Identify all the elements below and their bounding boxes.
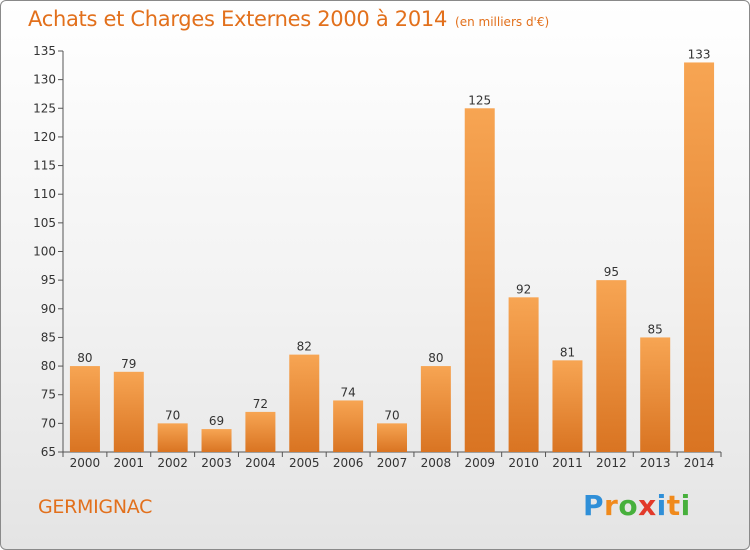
x-tick-label: 2003	[201, 456, 232, 470]
data-label-2010: 92	[516, 282, 531, 296]
logo-letter: r	[604, 489, 619, 522]
bar-2008	[420, 366, 451, 452]
chart-bars	[69, 62, 715, 453]
y-tick-label: 110	[33, 187, 56, 201]
bar-2009	[464, 108, 495, 453]
proxiti-logo: Proxiti	[583, 489, 691, 522]
x-tick-label: 2013	[640, 456, 671, 470]
data-label-2005: 82	[297, 340, 312, 354]
data-label-2002: 70	[165, 408, 180, 422]
chart-title-text: Achats et Charges Externes 2000 à 2014	[28, 7, 448, 31]
y-tick-label: 115	[33, 159, 56, 173]
bar-2014	[684, 62, 715, 452]
x-tick-label: 2009	[464, 456, 495, 470]
chart-subtitle: (en milliers d'€)	[455, 15, 550, 29]
data-label-2014: 133	[688, 47, 711, 61]
y-tick-label: 120	[33, 130, 56, 144]
logo-letter: o	[618, 489, 639, 522]
x-tick-label: 2010	[508, 456, 539, 470]
logo-letter: P	[583, 489, 605, 522]
y-tick-label: 95	[41, 273, 56, 287]
logo-letter: x	[638, 489, 657, 522]
logo-letter: i	[656, 489, 667, 522]
x-tick-label: 2011	[552, 456, 583, 470]
bar-2005	[289, 354, 320, 452]
x-tick-label: 2000	[70, 456, 101, 470]
bar-2011	[552, 360, 583, 452]
bar-2002	[157, 423, 188, 452]
chart-title: Achats et Charges Externes 2000 à 2014 (e…	[28, 7, 549, 31]
bar-2010	[508, 297, 539, 452]
x-tick-label: 2002	[157, 456, 188, 470]
y-tick-label: 125	[33, 101, 56, 115]
chart-axes: 65 70 75 80 85 90 95 100 105 110 115 120 125 130 135 20…	[33, 44, 722, 470]
data-label-2008: 80	[428, 351, 443, 365]
data-label-2006: 74	[340, 385, 355, 399]
y-tick-label: 135	[33, 44, 56, 58]
data-label-2009: 125	[468, 93, 491, 107]
x-tick-label: 2008	[421, 456, 452, 470]
y-tick-label: 105	[33, 216, 56, 230]
x-tick-label: 2007	[377, 456, 408, 470]
logo-letter: i	[680, 489, 691, 522]
logo-letter: t	[666, 489, 681, 522]
y-tick-label: 65	[41, 445, 56, 459]
x-tick-label: 2014	[684, 456, 715, 470]
commune-name: GERMIGNAC	[38, 496, 153, 518]
bar-2001	[113, 371, 144, 452]
x-tick-label: 2012	[596, 456, 627, 470]
x-tick-label: 2004	[245, 456, 276, 470]
y-tick-label: 80	[41, 359, 56, 373]
bar-2013	[640, 337, 671, 452]
bar-2004	[245, 411, 276, 452]
data-label-2013: 85	[648, 322, 663, 336]
data-label-2000: 80	[77, 351, 92, 365]
data-label-2007: 70	[384, 408, 399, 422]
data-label-2012: 95	[604, 265, 619, 279]
bar-2006	[333, 400, 364, 452]
y-tick-label: 75	[41, 388, 56, 402]
x-tick-label: 2006	[333, 456, 364, 470]
bar-2012	[596, 280, 627, 452]
y-tick-label: 85	[41, 330, 56, 344]
bar-2003	[201, 429, 232, 452]
data-label-2001: 79	[121, 357, 136, 371]
chart-data-labels: 80 79 70 69 72 82 74 70 80 125 92 81 95 85 133	[77, 47, 710, 428]
y-tick-label: 130	[33, 73, 56, 87]
y-tick-label: 90	[41, 302, 56, 316]
x-tick-label: 2005	[289, 456, 320, 470]
bar-2000	[69, 366, 100, 452]
y-tick-label: 100	[33, 245, 56, 259]
data-label-2004: 72	[253, 397, 268, 411]
bar-2007	[377, 423, 407, 452]
y-tick-label: 70	[41, 416, 56, 430]
data-label-2003: 69	[209, 414, 224, 428]
data-label-2011: 81	[560, 345, 575, 359]
x-tick-label: 2001	[114, 456, 145, 470]
